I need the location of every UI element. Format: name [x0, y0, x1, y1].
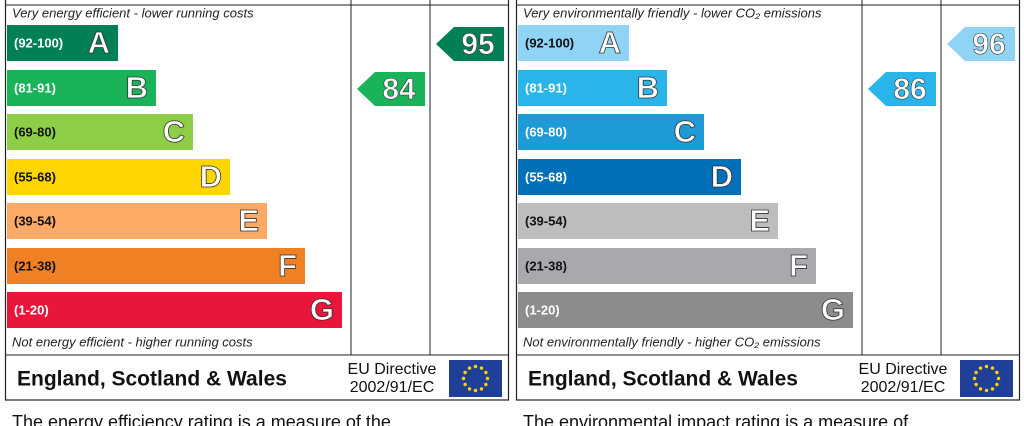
- eu-star: [990, 366, 995, 370]
- band-letter: B: [126, 70, 148, 105]
- eu-star: [473, 364, 478, 369]
- rating-value: 86: [893, 73, 926, 106]
- eu-star: [463, 370, 467, 375]
- band-letter: A: [88, 25, 110, 60]
- directive: 2002/91/EC: [350, 379, 435, 396]
- band-letter: A: [599, 25, 621, 60]
- band-range: (1-20): [525, 302, 560, 317]
- rating-band: [518, 25, 629, 61]
- panel-frame: [515, 0, 1021, 401]
- rating-band: [518, 159, 741, 195]
- rating-value: 96: [972, 28, 1005, 61]
- band-range: (92-100): [14, 35, 63, 50]
- eu-star: [484, 370, 488, 375]
- rating-band: [518, 203, 778, 239]
- bottom-note: Not environmentally friendly - higher CO…: [523, 334, 821, 349]
- band-range: (55-68): [14, 169, 56, 184]
- rating-band: [518, 70, 667, 106]
- rating-panel: Very environmentally friendly - lower CO…: [515, 0, 1021, 426]
- rating-panel: Very energy efficient - lower running co…: [4, 0, 510, 426]
- eu-star: [972, 376, 977, 381]
- eu-star: [974, 382, 978, 387]
- eu-star: [467, 387, 472, 391]
- rating-arrow: [947, 27, 1015, 61]
- band-range: (21-38): [14, 258, 56, 273]
- band-letter: D: [200, 159, 222, 194]
- eu-star: [479, 366, 484, 370]
- band-range: (81-91): [525, 80, 567, 95]
- eu-star: [485, 376, 490, 381]
- eu-star: [990, 387, 995, 391]
- directive: EU Directive: [859, 361, 948, 378]
- eu-star: [461, 376, 466, 381]
- eu-star: [467, 366, 472, 370]
- eu-star: [995, 370, 999, 375]
- band-range: (21-38): [525, 258, 567, 273]
- eu-star: [473, 388, 478, 393]
- band-letter: G: [821, 292, 845, 327]
- rating-band: [7, 25, 118, 61]
- top-note: Very environmentally friendly - lower CO…: [523, 5, 822, 20]
- band-letter: C: [163, 114, 185, 149]
- panel-frame: [4, 0, 510, 401]
- band-letter: E: [238, 203, 259, 238]
- rating-arrow: [868, 72, 936, 106]
- band-range: (39-54): [14, 213, 56, 228]
- rating-band: [518, 114, 704, 150]
- band-letter: B: [637, 70, 659, 105]
- band-range: (69-80): [525, 124, 567, 139]
- eu-star: [978, 366, 983, 370]
- eu-star: [974, 370, 978, 375]
- eu-star: [995, 382, 999, 387]
- rating-arrow: [436, 27, 504, 61]
- eu-star: [978, 387, 983, 391]
- band-letter: F: [278, 248, 297, 283]
- rating-band: [518, 248, 816, 284]
- band-letter: G: [310, 292, 334, 327]
- rating-value: 95: [461, 28, 494, 61]
- rating-band: [7, 203, 267, 239]
- top-note: Very energy efficient - lower running co…: [12, 5, 254, 20]
- caption: The energy efficiency rating is a measur…: [12, 412, 391, 426]
- eu-star: [479, 387, 484, 391]
- rating-band: [7, 70, 156, 106]
- region: England, Scotland & Wales: [17, 368, 287, 391]
- band-letter: C: [674, 114, 696, 149]
- directive: 2002/91/EC: [861, 379, 946, 396]
- band-range: (69-80): [14, 124, 56, 139]
- caption: The environmental impact rating is a mea…: [523, 412, 909, 426]
- eu-star: [984, 364, 989, 369]
- eu-star: [484, 382, 488, 387]
- rating-arrow: [357, 72, 425, 106]
- band-range: (1-20): [14, 302, 49, 317]
- eu-star: [996, 376, 1001, 381]
- band-range: (39-54): [525, 213, 567, 228]
- eu-star: [984, 388, 989, 393]
- band-range: (92-100): [525, 35, 574, 50]
- region: England, Scotland & Wales: [528, 368, 798, 391]
- rating-band: [7, 248, 305, 284]
- directive: EU Directive: [348, 361, 437, 378]
- rating-value: 84: [382, 73, 416, 106]
- rating-band: [7, 159, 230, 195]
- eu-star: [463, 382, 467, 387]
- rating-band: [7, 114, 193, 150]
- rating-band: [518, 292, 853, 328]
- band-range: (55-68): [525, 169, 567, 184]
- band-letter: D: [711, 159, 733, 194]
- band-letter: F: [789, 248, 808, 283]
- band-range: (81-91): [14, 80, 56, 95]
- band-letter: E: [749, 203, 770, 238]
- rating-band: [7, 292, 342, 328]
- bottom-note: Not energy efficient - higher running co…: [12, 334, 253, 349]
